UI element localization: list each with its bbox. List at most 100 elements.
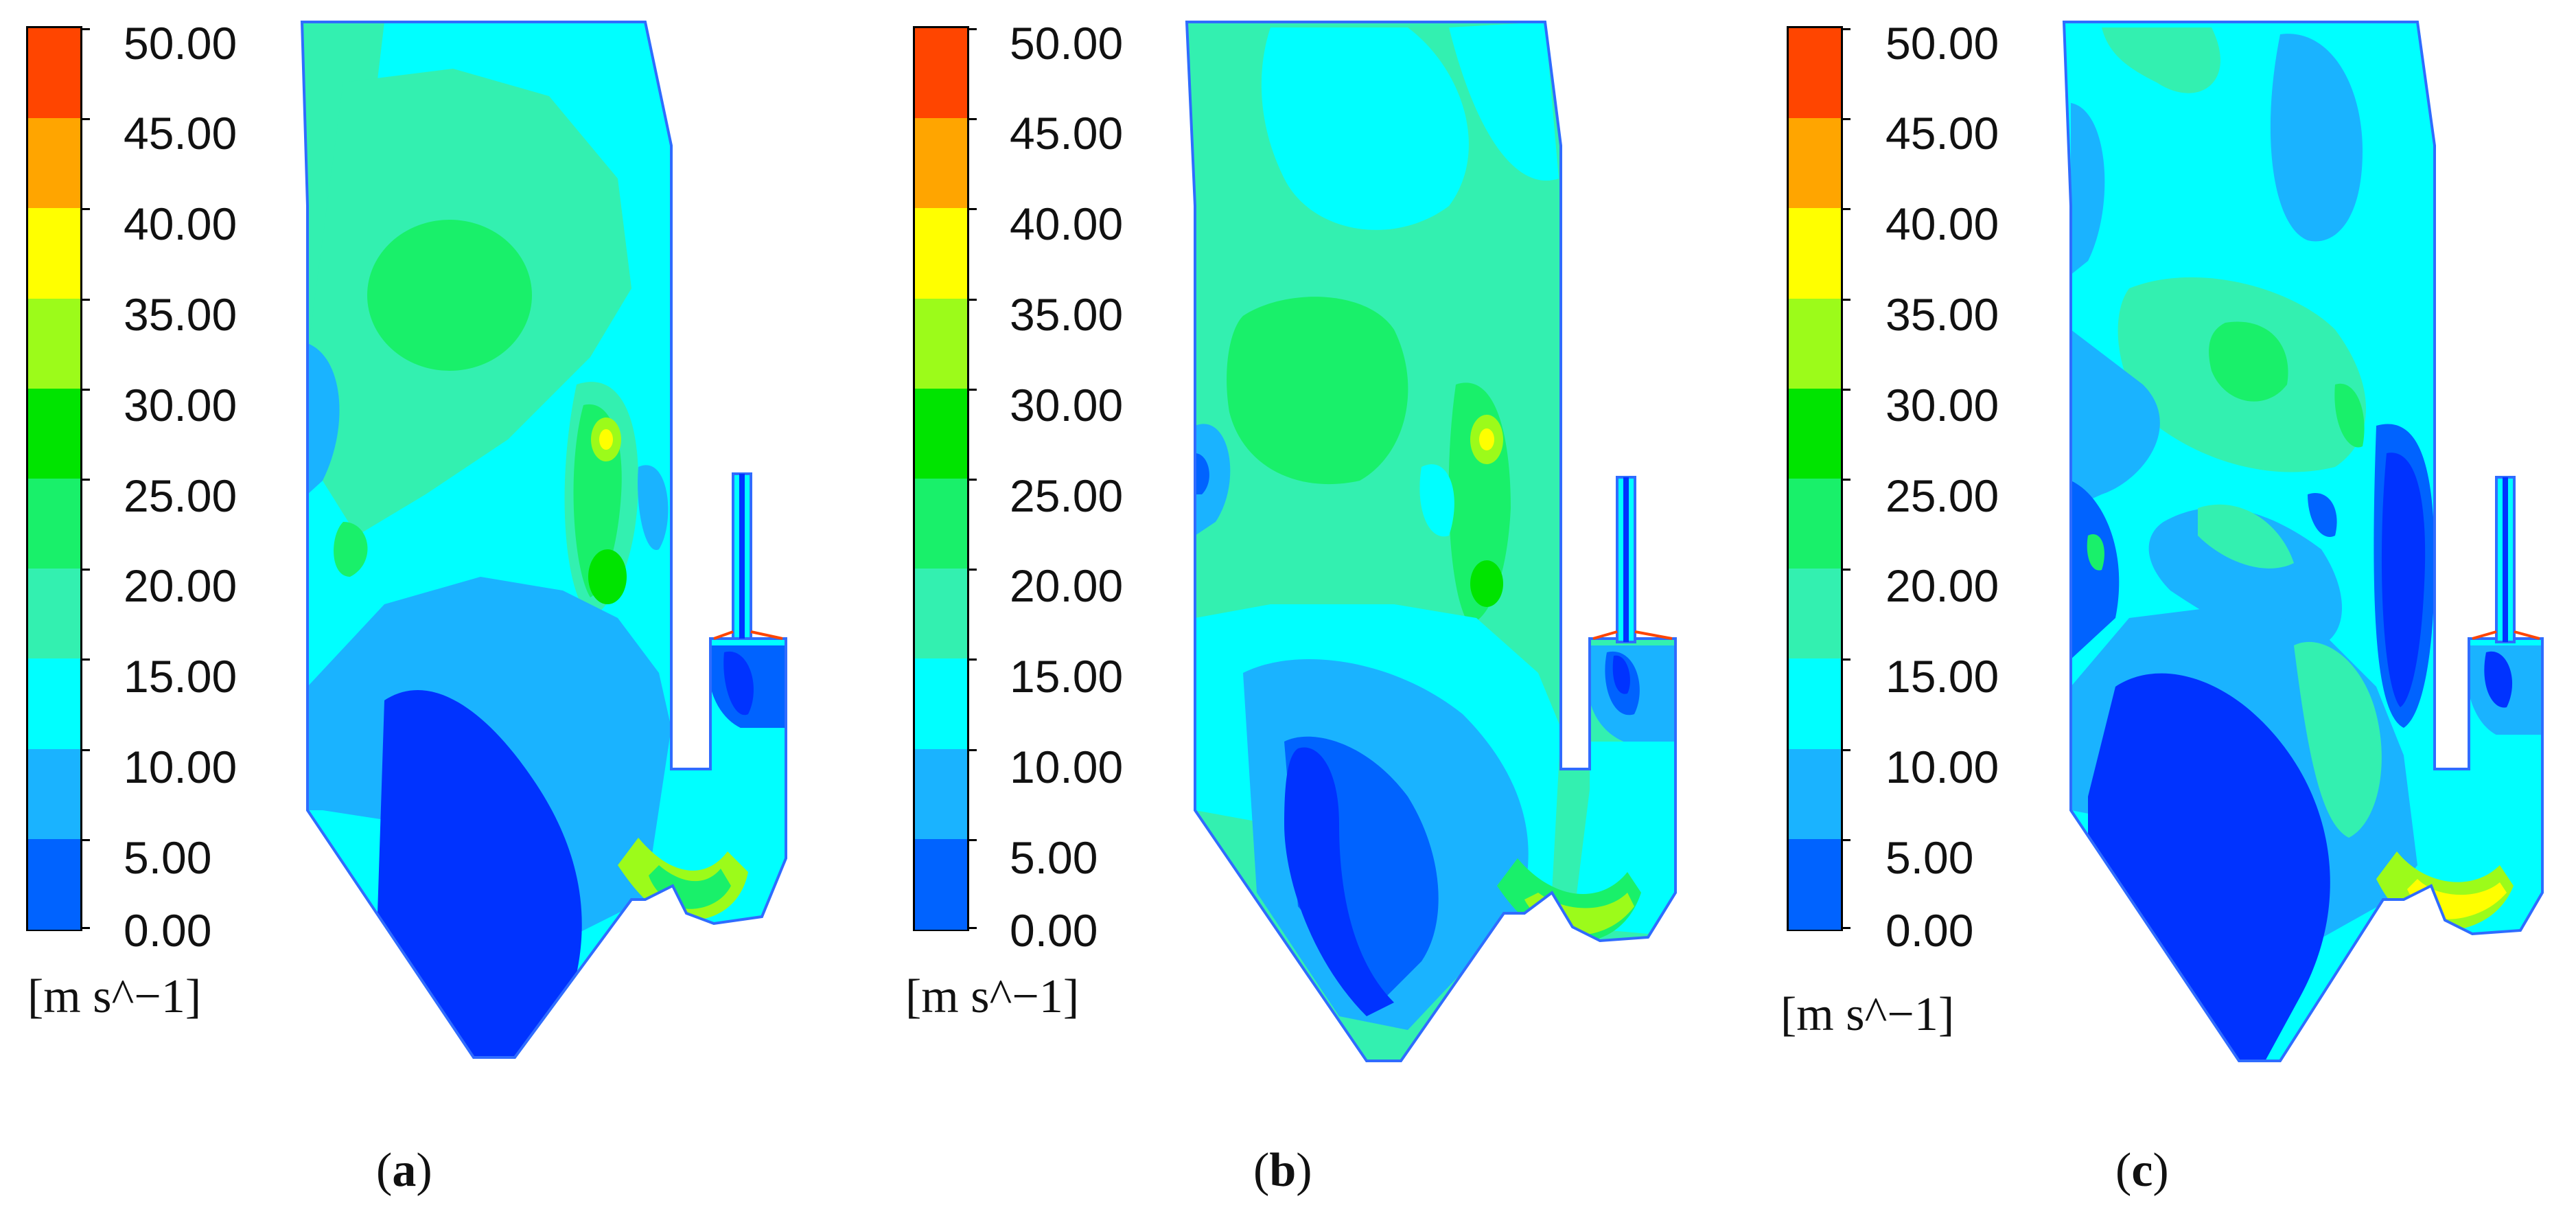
velocity-contour-b: [1185, 21, 1677, 1062]
legend-label: 15.00: [124, 651, 237, 702]
legend-label: 20.00: [124, 560, 237, 611]
legend-label: 50.00: [124, 18, 237, 69]
legend-color-band: [28, 208, 80, 299]
unit-label: [m s^−1]: [1780, 988, 1955, 1041]
legend-tick: [80, 298, 90, 301]
legend-tick: [1841, 569, 1850, 571]
legend-color-band: [915, 208, 967, 299]
legend-tick: [967, 748, 977, 751]
legend-label: 45.00: [124, 108, 237, 159]
panel-c: 50.00 45.00 40.00 35.00 30.00 25.00 20.0…: [1717, 0, 2576, 1214]
legend-color-band: [915, 479, 967, 570]
legend-label: 40.00: [124, 198, 237, 249]
legend-label: 5.00: [1885, 832, 1974, 883]
legend-tick: [80, 388, 90, 391]
legend-label: 30.00: [1885, 380, 1999, 431]
legend-color-band: [1789, 479, 1841, 570]
legend-label: 5.00: [1010, 832, 1098, 883]
legend-color-band: [1789, 838, 1841, 930]
legend-label: 35.00: [124, 289, 237, 340]
legend-color-band: [1789, 748, 1841, 840]
legend-color-band: [915, 658, 967, 750]
legend-color-band: [28, 479, 80, 570]
legend-label: 0.00: [124, 905, 212, 956]
legend-color-band: [1789, 208, 1841, 299]
legend-color-band: [915, 838, 967, 930]
legend-color-band: [1789, 118, 1841, 209]
legend-tick: [80, 838, 90, 841]
legend-tick: [1841, 658, 1850, 661]
legend-label: 25.00: [124, 470, 237, 521]
legend-tick: [967, 569, 977, 571]
panel-a: 50.00 45.00 40.00 35.00 30.00 25.00 20.0…: [0, 0, 859, 1214]
legend-tick: [967, 838, 977, 841]
legend-label: 10.00: [124, 742, 237, 792]
legend-color-band: [915, 118, 967, 209]
color-legend-bar: [913, 26, 977, 931]
legend-color-band: [28, 748, 80, 840]
legend-tick: [967, 118, 977, 121]
legend-tick: [80, 479, 90, 481]
legend-color-band: [915, 569, 967, 660]
legend-label: 10.00: [1010, 742, 1124, 792]
legend-label: 15.00: [1010, 651, 1124, 702]
legend-tick: [967, 479, 977, 481]
legend-label: 30.00: [124, 380, 237, 431]
legend-color-band: [1789, 388, 1841, 479]
legend-label: 0.00: [1010, 905, 1098, 956]
legend-tick: [1841, 748, 1850, 751]
legend-label: 0.00: [1885, 905, 1974, 956]
panel-label: (b): [1253, 1144, 1312, 1197]
legend-label: 45.00: [1885, 108, 1999, 159]
velocity-contour-c: [2062, 21, 2544, 1062]
legend-label: 30.00: [1010, 380, 1124, 431]
legend-label: 10.00: [1885, 742, 1999, 792]
legend-color-band: [28, 28, 80, 119]
legend-color-band: [28, 658, 80, 750]
legend-label: 25.00: [1010, 470, 1124, 521]
legend-color-band: [28, 838, 80, 930]
legend-tick: [1841, 208, 1850, 211]
legend-tick: [1841, 298, 1850, 301]
legend-color-band: [1789, 569, 1841, 660]
legend-tick: [80, 569, 90, 571]
unit-label: [m s^−1]: [905, 970, 1080, 1023]
legend-tick: [1841, 118, 1850, 121]
legend-label: 45.00: [1010, 108, 1124, 159]
color-legend-bar: [26, 26, 90, 931]
legend-label: 50.00: [1010, 18, 1124, 69]
legend-label: 20.00: [1885, 560, 1999, 611]
unit-label: [m s^−1]: [27, 970, 202, 1023]
legend-tick: [80, 118, 90, 121]
legend-tick: [80, 748, 90, 751]
legend-color-band: [915, 298, 967, 389]
color-legend-bar: [1787, 26, 1850, 931]
panel-label: (c): [2115, 1144, 2169, 1197]
legend-tick: [1841, 28, 1850, 30]
velocity-contour-a: [300, 21, 787, 1059]
legend-color-band: [1789, 298, 1841, 389]
legend-tick: [967, 28, 977, 30]
legend-tick: [1841, 479, 1850, 481]
legend-color-band: [915, 28, 967, 119]
legend-label: 15.00: [1885, 651, 1999, 702]
legend-color-band: [28, 298, 80, 389]
legend-label: 35.00: [1885, 289, 1999, 340]
legend-label: 40.00: [1885, 198, 1999, 249]
legend-color-band: [1789, 28, 1841, 119]
legend-label: 5.00: [124, 832, 212, 883]
legend-tick: [1841, 838, 1850, 841]
legend-color-band: [915, 748, 967, 840]
legend-color-band: [28, 569, 80, 660]
legend-tick: [80, 658, 90, 661]
legend-color-band: [28, 388, 80, 479]
legend-tick: [80, 927, 90, 929]
legend-tick: [1841, 927, 1850, 929]
legend-label: 50.00: [1885, 18, 1999, 69]
legend-color-band: [28, 118, 80, 209]
legend-label: 20.00: [1010, 560, 1124, 611]
legend-tick: [80, 208, 90, 211]
legend-tick: [967, 927, 977, 929]
legend-color-band: [1789, 658, 1841, 750]
legend-tick: [967, 298, 977, 301]
